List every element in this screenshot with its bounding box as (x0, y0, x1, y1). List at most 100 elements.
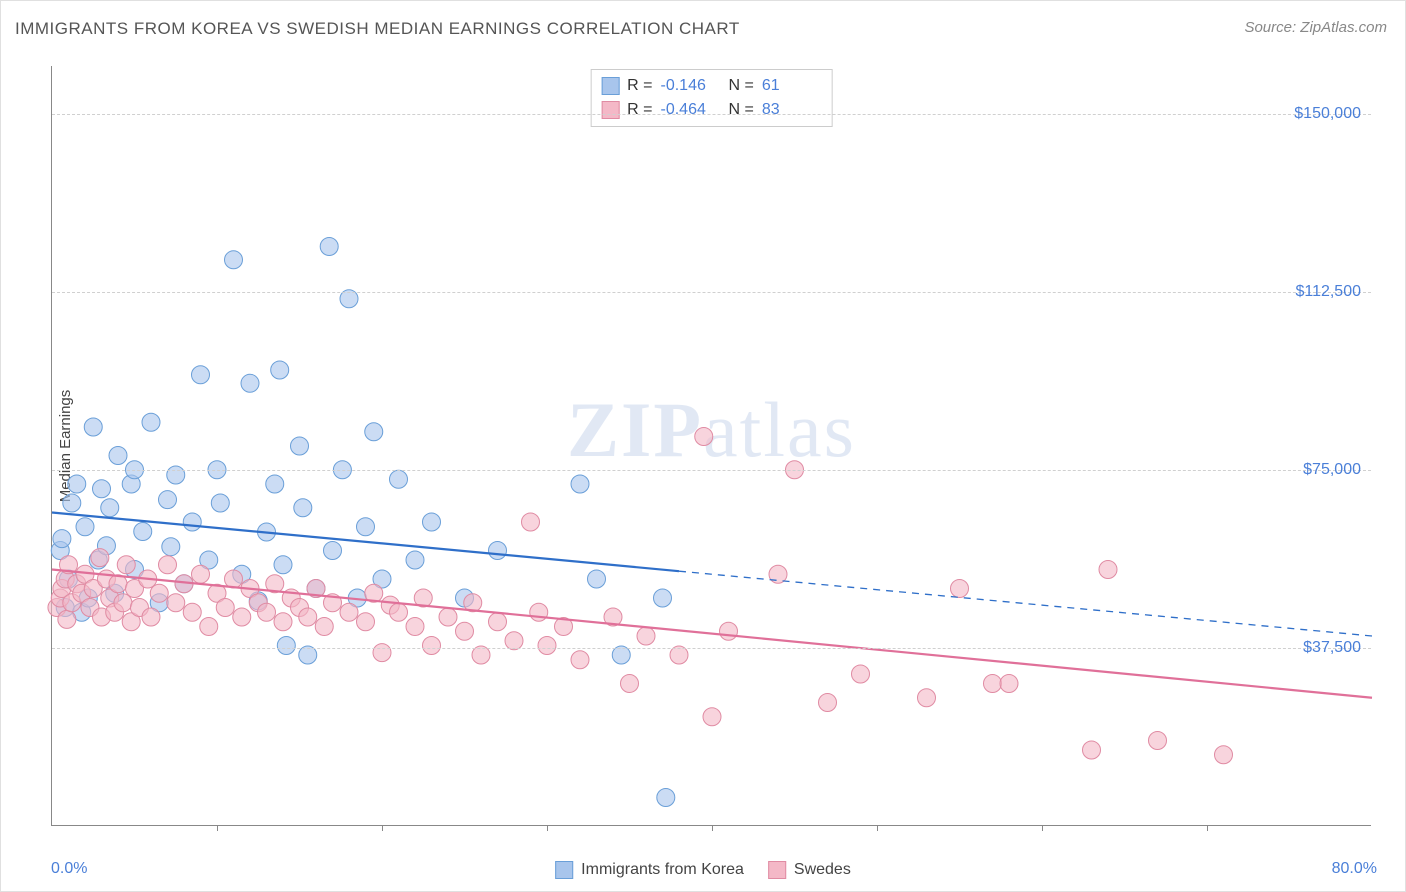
scatter-point (211, 494, 229, 512)
scatter-point (225, 251, 243, 269)
x-tick (382, 825, 383, 831)
gridline (52, 648, 1371, 649)
x-tick (877, 825, 878, 831)
scatter-point (1215, 746, 1233, 764)
scatter-point (162, 538, 180, 556)
scatter-point (58, 610, 76, 628)
scatter-point (274, 613, 292, 631)
scatter-point (200, 618, 218, 636)
source-attribution: Source: ZipAtlas.com (1244, 19, 1387, 36)
scatter-point (657, 789, 675, 807)
legend-item-swedes: Swedes (768, 861, 851, 879)
legend-label-korea: Immigrants from Korea (581, 861, 744, 879)
scatter-point (1099, 561, 1117, 579)
scatter-point (167, 594, 185, 612)
gridline (52, 470, 1371, 471)
scatter-point (423, 637, 441, 655)
scatter-point (538, 637, 556, 655)
scatter-point (320, 238, 338, 256)
gridline (52, 114, 1371, 115)
scatter-point (183, 603, 201, 621)
scatter-point (1083, 741, 1101, 759)
scatter-point (277, 637, 295, 655)
y-tick-label: $150,000 (1294, 105, 1381, 123)
scatter-point (918, 689, 936, 707)
scatter-point (183, 513, 201, 531)
y-tick-label: $112,500 (1295, 283, 1381, 301)
scatter-point (216, 599, 234, 617)
chart-container: { "title": "IMMIGRANTS FROM KOREA VS SWE… (0, 0, 1406, 892)
scatter-point (703, 708, 721, 726)
scatter-point (134, 523, 152, 541)
scatter-point (53, 530, 71, 548)
scatter-point (159, 556, 177, 574)
scatter-point (109, 447, 127, 465)
scatter-point (489, 613, 507, 631)
scatter-point (439, 608, 457, 626)
scatter-point (266, 475, 284, 493)
scatter-point (571, 651, 589, 669)
scatter-point (365, 423, 383, 441)
gridline (52, 292, 1371, 293)
scatter-point (258, 603, 276, 621)
scatter-point (522, 513, 540, 531)
x-tick (1207, 825, 1208, 831)
plot-area: ZIPatlas R = -0.146 N = 61 R = -0.464 N … (51, 66, 1371, 826)
scatter-point (225, 570, 243, 588)
scatter-point (406, 551, 424, 569)
scatter-point (63, 494, 81, 512)
scatter-point (621, 675, 639, 693)
scatter-point (192, 366, 210, 384)
y-tick-label: $37,500 (1303, 639, 1381, 657)
scatter-point (142, 413, 160, 431)
scatter-point (720, 622, 738, 640)
scatter-point (571, 475, 589, 493)
scatter-point (76, 518, 94, 536)
scatter-point (852, 665, 870, 683)
x-axis-max-label: 80.0% (1332, 860, 1377, 878)
scatter-point (241, 374, 259, 392)
x-tick (547, 825, 548, 831)
scatter-point (340, 603, 358, 621)
scatter-point (91, 549, 109, 567)
scatter-point (192, 565, 210, 583)
scatter-point (406, 618, 424, 636)
scatter-point (456, 622, 474, 640)
scatter-point (637, 627, 655, 645)
x-axis-min-label: 0.0% (51, 860, 87, 878)
scatter-point (530, 603, 548, 621)
scatter-point (357, 613, 375, 631)
scatter-point (324, 542, 342, 560)
scatter-point (271, 361, 289, 379)
scatter-point (294, 499, 312, 517)
series-legend: Immigrants from Korea Swedes (555, 861, 851, 879)
scatter-point (167, 466, 185, 484)
scatter-point (588, 570, 606, 588)
scatter-point (423, 513, 441, 531)
chart-title: IMMIGRANTS FROM KOREA VS SWEDISH MEDIAN … (15, 19, 740, 39)
scatter-point (274, 556, 292, 574)
scatter-point (390, 603, 408, 621)
scatter-point (117, 556, 135, 574)
trend-line (52, 570, 1372, 698)
scatter-point (159, 491, 177, 509)
x-tick (1042, 825, 1043, 831)
swatch-swedes-bottom (768, 861, 786, 879)
scatter-point (357, 518, 375, 536)
scatter-point (101, 499, 119, 517)
swatch-korea-bottom (555, 861, 573, 879)
legend-label-swedes: Swedes (794, 861, 851, 879)
scatter-point (233, 608, 251, 626)
scatter-point (654, 589, 672, 607)
scatter-point (1149, 732, 1167, 750)
scatter-point (390, 470, 408, 488)
scatter-point (142, 608, 160, 626)
scatter-point (150, 584, 168, 602)
scatter-point (114, 594, 132, 612)
scatter-point (373, 644, 391, 662)
scatter-point (489, 542, 507, 560)
scatter-point (291, 437, 309, 455)
scatter-point (1000, 675, 1018, 693)
scatter-point (315, 618, 333, 636)
scatter-point (299, 608, 317, 626)
